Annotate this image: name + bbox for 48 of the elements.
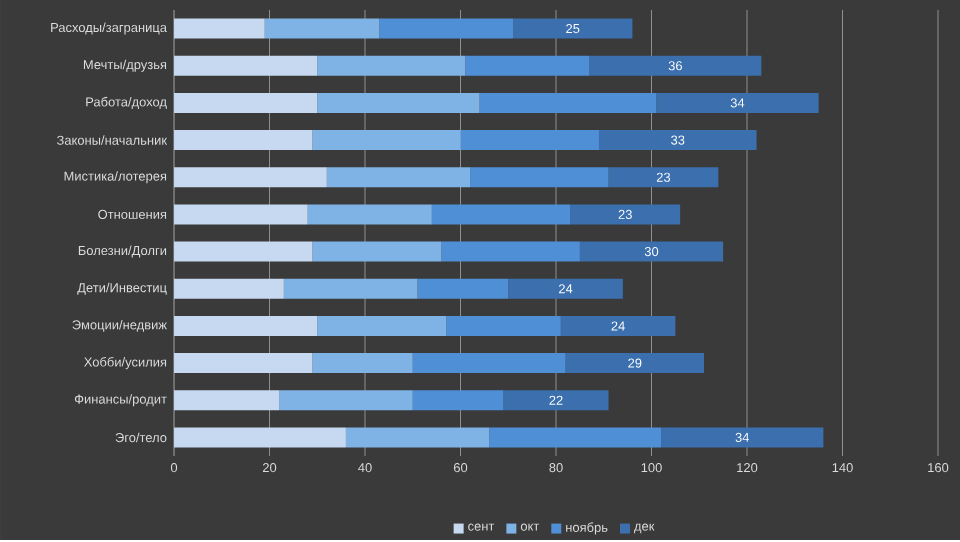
bar [283, 278, 418, 299]
bar [174, 389, 280, 410]
bar [264, 18, 380, 39]
bar [479, 92, 657, 113]
bar [317, 92, 480, 113]
bar [508, 278, 623, 299]
bar [317, 315, 447, 336]
bar [174, 18, 265, 39]
bar [279, 389, 413, 410]
bar [489, 427, 662, 448]
bar [174, 352, 313, 373]
bar [317, 55, 466, 76]
bar [174, 55, 318, 76]
bar [465, 55, 590, 76]
bar [174, 129, 313, 150]
bar [589, 55, 762, 76]
bar [312, 129, 461, 150]
bar [412, 389, 504, 410]
bar [307, 204, 432, 225]
bar [174, 166, 327, 187]
bar [460, 129, 599, 150]
bar [174, 92, 318, 113]
bar [441, 241, 580, 262]
bar [513, 18, 633, 39]
bar [174, 427, 346, 448]
bar [570, 204, 681, 225]
bar [174, 278, 284, 299]
bar [608, 166, 719, 187]
bar [174, 241, 313, 262]
bar [446, 315, 561, 336]
bar [656, 92, 819, 113]
bar [312, 241, 442, 262]
bar [565, 352, 705, 373]
bar [174, 315, 318, 336]
bar [503, 389, 609, 410]
bar [174, 204, 308, 225]
bar [560, 315, 676, 336]
bar [470, 166, 609, 187]
bar [345, 427, 490, 448]
bar [579, 241, 724, 262]
bar [312, 352, 413, 373]
bar [661, 427, 824, 448]
bar [412, 352, 566, 373]
bar [417, 278, 509, 299]
bar [326, 166, 471, 187]
bar [598, 129, 757, 150]
bar [431, 204, 571, 225]
bar [379, 18, 514, 39]
